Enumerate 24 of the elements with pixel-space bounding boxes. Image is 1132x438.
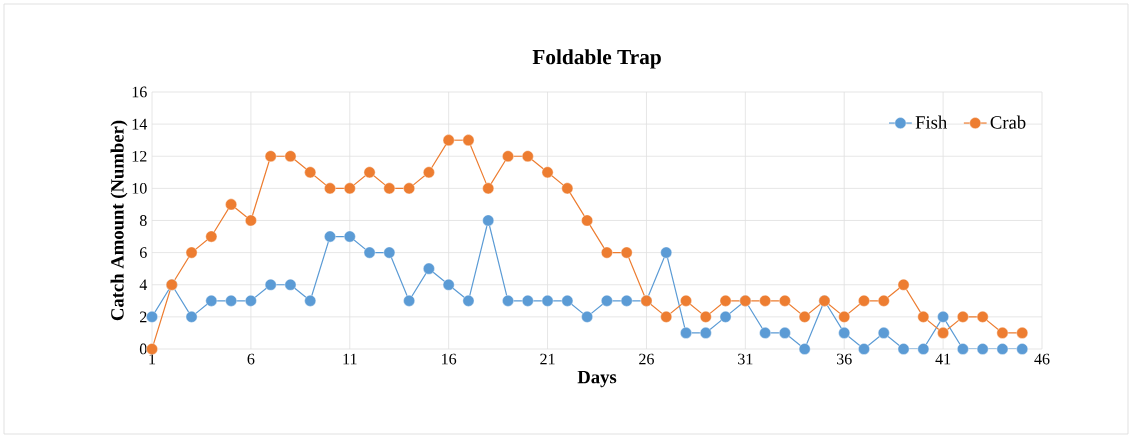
y-tick-label: 12 bbox=[132, 150, 147, 162]
x-tick-label: 11 bbox=[343, 353, 357, 365]
y-tick-label: 6 bbox=[139, 247, 147, 258]
legend-label: Crab bbox=[990, 115, 1026, 129]
x-tick-label: 16 bbox=[442, 353, 457, 365]
y-tick-label: 16 bbox=[132, 86, 147, 98]
x-tick-label: 31 bbox=[738, 353, 753, 365]
chart-title: Foldable Trap bbox=[532, 49, 661, 69]
x-tick-label: 6 bbox=[247, 353, 255, 365]
y-tick-label: 8 bbox=[139, 215, 147, 226]
legend-label: Fish bbox=[915, 115, 948, 129]
x-tick-label: 46 bbox=[1034, 353, 1050, 365]
y-tick-label: 14 bbox=[132, 118, 148, 130]
x-tick-label: 26 bbox=[639, 353, 654, 365]
x-tick-label: 21 bbox=[540, 353, 555, 365]
x-tick-label: 41 bbox=[935, 353, 951, 365]
x-tick-label: 36 bbox=[836, 353, 852, 365]
y-tick-label: 10 bbox=[132, 182, 147, 194]
x-tick-label: 1 bbox=[149, 353, 156, 365]
y-tick-label: 4 bbox=[139, 279, 148, 290]
y-axis-title: Catch Amount (Number) bbox=[110, 120, 128, 321]
y-tick-label: 0 bbox=[139, 343, 147, 355]
y-tick-label: 2 bbox=[140, 311, 147, 323]
x-axis-title: Days bbox=[577, 370, 617, 388]
